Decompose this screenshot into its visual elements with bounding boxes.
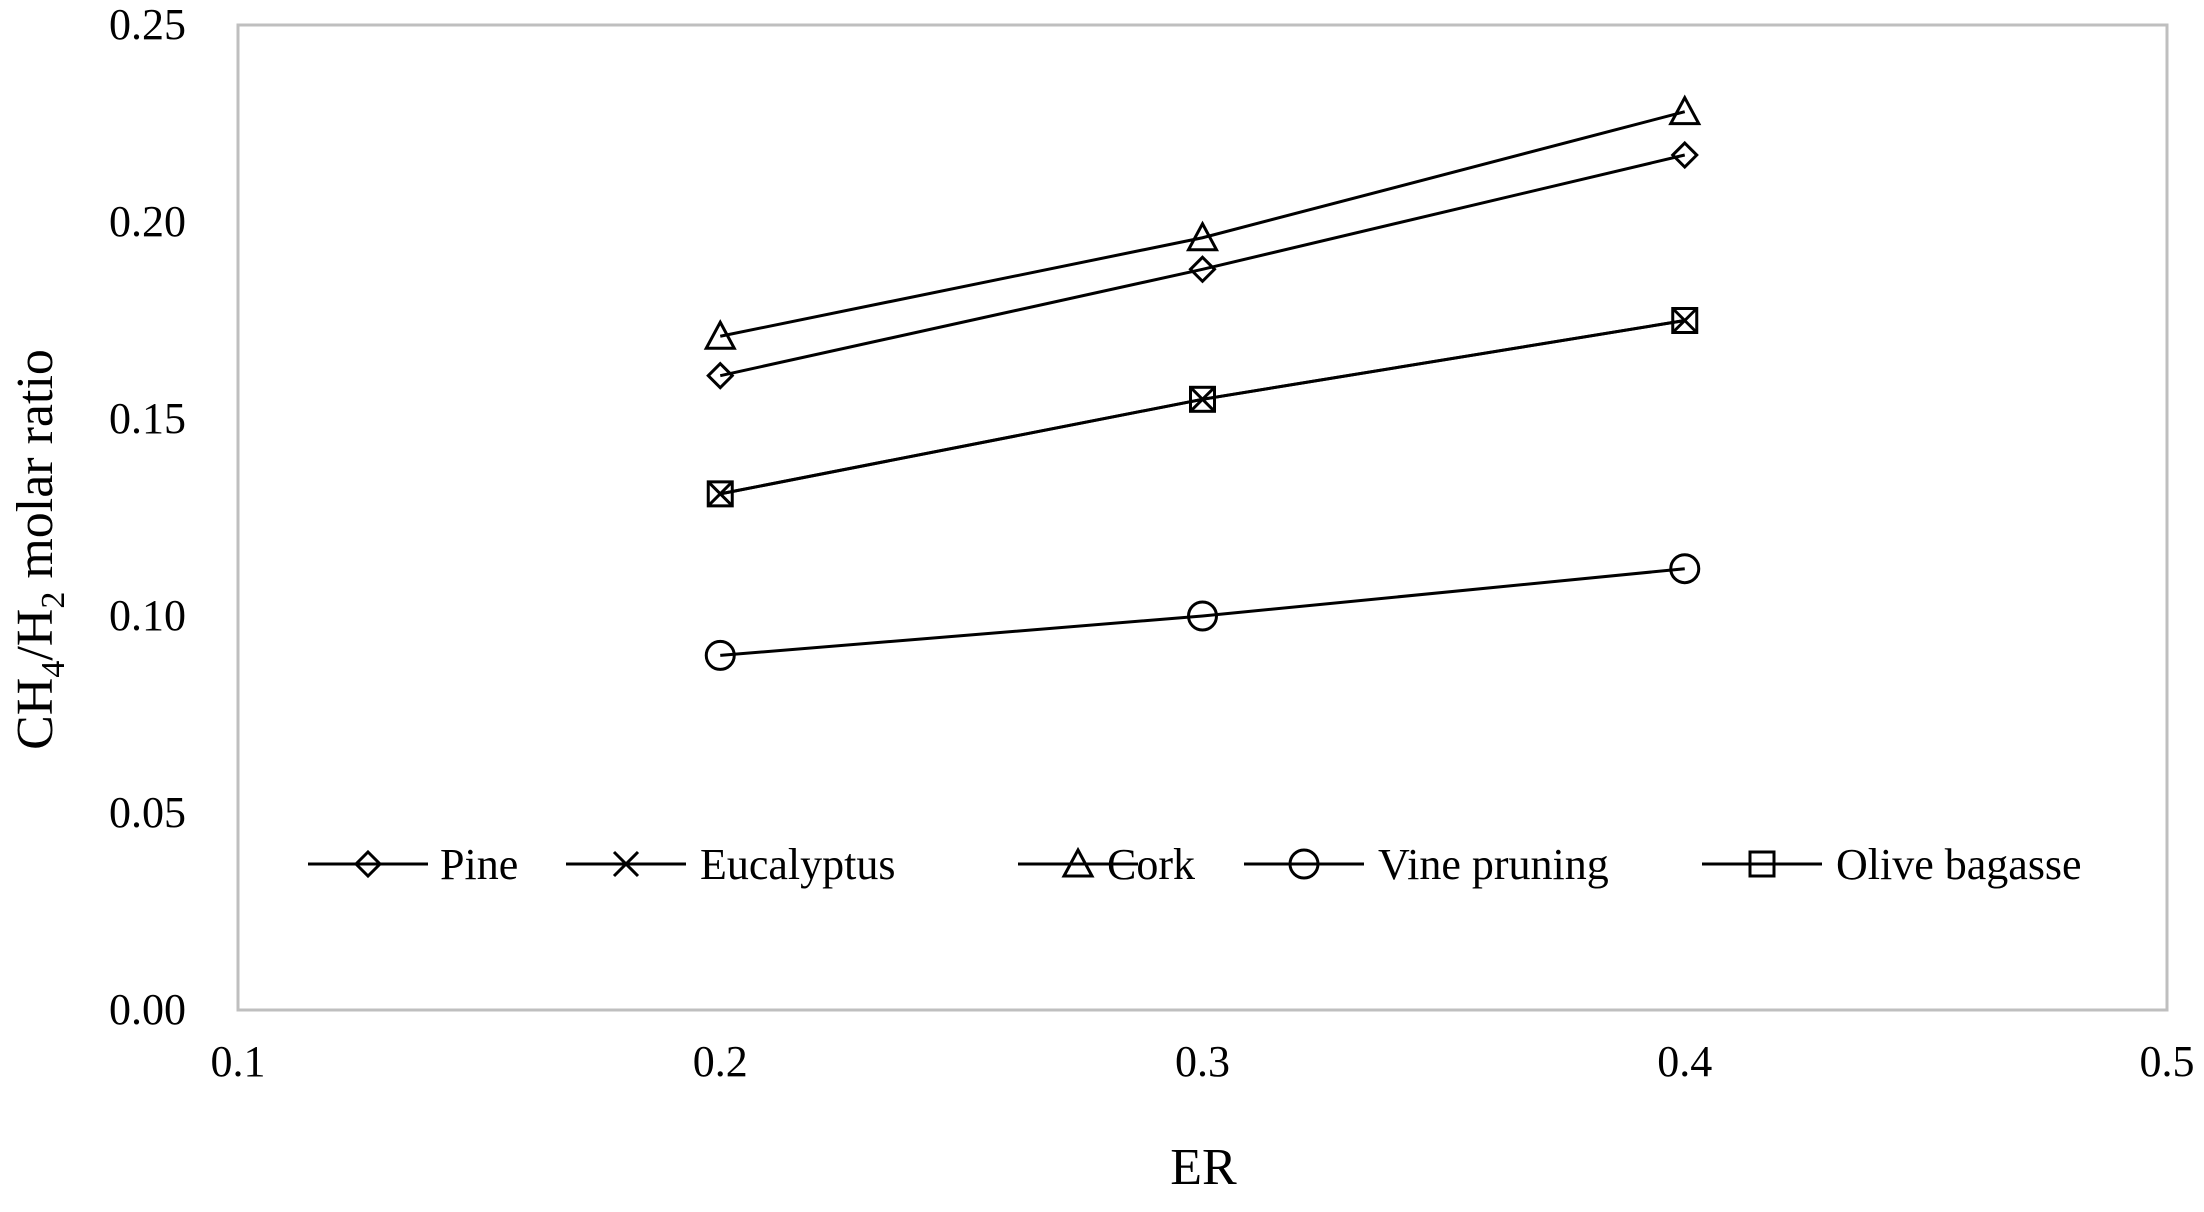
- y-tick-label: 0.20: [109, 197, 186, 246]
- y-axis-title-part: CH: [7, 678, 64, 750]
- y-tick-label: 0.05: [109, 788, 186, 837]
- y-axis-title-subscript: 4: [35, 661, 72, 678]
- data-point-square: [1671, 307, 1699, 334]
- y-axis-title-part: molar ratio: [7, 349, 64, 592]
- y-tick-label: 0.25: [109, 0, 186, 49]
- plot-area-frame: [236, 23, 2169, 1012]
- x-tick-label: 0.5: [2140, 1037, 2195, 1086]
- legend-item: Olive bagasse: [1702, 840, 2082, 889]
- data-point-diamond: [706, 361, 735, 390]
- data-point-diamond: [1188, 255, 1217, 284]
- data-point-circle: [1669, 553, 1701, 585]
- x-tick-label: 0.3: [1175, 1037, 1230, 1086]
- series-olive-bagasse: [706, 307, 1699, 508]
- legend-marker-circle: [1288, 848, 1320, 880]
- x-tick-label: 0.4: [1657, 1037, 1712, 1086]
- legend-label: Pine: [440, 840, 518, 889]
- data-point-circle: [1187, 600, 1218, 632]
- legend-item: Cork: [1018, 840, 1195, 889]
- legend-marker-x: [612, 850, 640, 878]
- legend-marker-diamond: [353, 849, 383, 879]
- legend-label: Cork: [1107, 840, 1195, 889]
- data-point-square: [706, 480, 734, 508]
- y-tick-label: 0.00: [109, 985, 186, 1034]
- series-cork: [703, 94, 1702, 350]
- x-axis-title: ER: [1170, 1139, 1237, 1196]
- data-point-diamond: [1670, 140, 1699, 170]
- legend-marker-triangle: [1061, 846, 1095, 878]
- series-line: [719, 110, 1686, 338]
- y-axis-title: CH4/H2 molar ratio: [7, 349, 72, 750]
- legend-item: Pine: [308, 840, 518, 889]
- y-tick-label: 0.10: [109, 591, 186, 640]
- data-point-triangle: [703, 319, 737, 350]
- series-pine: [706, 140, 1699, 390]
- y-tick-label: 0.15: [109, 394, 186, 443]
- x-tick-label: 0.2: [693, 1037, 748, 1086]
- legend-item: Vine pruning: [1244, 840, 1609, 889]
- legend-label: Eucalyptus: [700, 840, 896, 889]
- series-vine-pruning: [704, 553, 1701, 671]
- legend-label: Vine pruning: [1378, 840, 1609, 889]
- series-line: [719, 319, 1685, 496]
- data-point-triangle: [1668, 94, 1702, 126]
- y-axis-title-part: /H: [7, 609, 64, 661]
- legend-label: Olive bagasse: [1836, 840, 2082, 889]
- x-tick-label: 0.1: [211, 1037, 266, 1086]
- data-point-triangle: [1185, 220, 1220, 252]
- series-line: [720, 567, 1685, 657]
- legend-item: Eucalyptus: [566, 840, 896, 889]
- data-point-circle: [704, 639, 736, 671]
- data-point-square: [1189, 385, 1216, 413]
- legend-marker-square: [1748, 850, 1776, 878]
- series-line: [719, 153, 1686, 378]
- y-axis-title-subscript: 2: [35, 592, 72, 609]
